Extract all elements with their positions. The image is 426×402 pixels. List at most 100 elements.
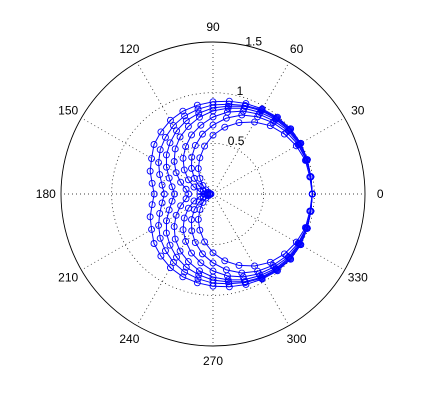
series-3-point-14 (162, 151, 170, 159)
series-4-point-19 (182, 195, 190, 203)
series-1-point-22 (150, 240, 158, 247)
series-6-point-6 (254, 113, 262, 121)
series-7-point-31 (266, 258, 274, 266)
series-4-point-13 (171, 145, 179, 153)
series-1-point-21 (148, 226, 156, 233)
series-1-point-25 (179, 273, 187, 281)
series-7-point-10 (201, 142, 209, 150)
series-7-point-34 (301, 224, 309, 232)
series-5-point-13 (179, 154, 187, 162)
series-3-point-13 (166, 139, 174, 147)
series-3-point-18 (171, 190, 178, 198)
series-2-point-14 (156, 146, 164, 154)
series-7-point-20 (204, 192, 212, 200)
series-2-point-17 (158, 181, 166, 189)
series-5-point-12 (182, 143, 190, 151)
series-4-point-25 (184, 258, 192, 266)
series-4-point-14 (170, 157, 178, 165)
series-6-point-8 (222, 114, 230, 122)
series-6-point-11 (191, 141, 199, 149)
series-2-point-25 (181, 268, 189, 276)
series-7-point-25 (196, 226, 204, 234)
series-3-point-26 (195, 271, 203, 279)
series-7-point-11 (196, 154, 204, 162)
series-line-1 (149, 100, 313, 288)
series-5-point-20 (190, 197, 198, 205)
series-7-point-3 (292, 142, 300, 150)
series-3-point-15 (163, 163, 170, 171)
series-7-point-27 (209, 249, 217, 257)
series-6-point-4 (283, 128, 291, 136)
series-6-point-23 (188, 216, 195, 224)
radial-tick-label-1.5: 1.5 (245, 34, 262, 48)
series-7-point-22 (199, 199, 207, 206)
spoke-30 (212, 117, 345, 195)
series-7-point-15 (202, 186, 210, 194)
series-1-point-26 (193, 279, 201, 287)
series-4-point-11 (184, 122, 192, 130)
series-5-point-7 (239, 107, 247, 115)
series-7-point-6 (251, 118, 259, 126)
series-4-point-28 (224, 276, 232, 284)
series-3-point-20 (165, 206, 173, 214)
series-1-point-14 (150, 141, 158, 148)
series-3-point-30 (257, 273, 265, 281)
series-6-point-12 (188, 153, 196, 161)
series-3-point-16 (165, 174, 173, 182)
series-7-point-28 (221, 257, 229, 265)
angle-tick-label-150: 150 (58, 103, 78, 117)
series-3-point-10 (195, 109, 203, 117)
series-line-3 (165, 105, 313, 283)
spoke-300 (212, 193, 290, 326)
series-7-point-12 (194, 165, 202, 173)
series-3-point-21 (163, 217, 170, 225)
series-1-point-13 (157, 128, 165, 136)
angle-tick-label-180: 180 (36, 187, 56, 201)
series-7-point-7 (235, 119, 243, 127)
series-4-point-12 (176, 133, 184, 141)
series-4-point-22 (170, 223, 178, 231)
radial-tick-label-0.5: 0.5 (228, 134, 245, 148)
series-5-point-29 (239, 273, 247, 281)
series-6-point-9 (209, 121, 217, 129)
series-7-point-4 (280, 130, 288, 138)
series-line-4 (173, 107, 313, 281)
angle-tick-label-270: 270 (203, 354, 223, 368)
series-7-point-24 (194, 215, 202, 223)
angle-tick-label-90: 90 (206, 20, 220, 34)
spoke-330 (212, 193, 345, 271)
series-5-point-11 (188, 131, 195, 139)
series-group (146, 97, 316, 291)
angle-tick-label-240: 240 (119, 332, 139, 346)
series-2-point-20 (156, 209, 164, 217)
series-1-point-10 (193, 101, 201, 109)
series-1-point-19 (148, 201, 156, 209)
series-5-point-16 (190, 183, 198, 191)
series-7-point-1 (306, 173, 314, 181)
series-6-point-13 (188, 164, 195, 172)
series-2-point-18 (160, 190, 168, 198)
series-4-point-4 (285, 126, 293, 134)
angle-tick-label-330: 330 (348, 271, 368, 285)
series-5-point-26 (197, 259, 205, 267)
series-7-point-19 (206, 191, 214, 198)
series-6-point-15 (195, 182, 203, 190)
series-1-point-23 (157, 252, 165, 260)
series-6-point-32 (283, 252, 291, 260)
angle-tick-label-30: 30 (351, 103, 365, 117)
series-5-point-10 (197, 121, 205, 129)
series-7-point-9 (209, 131, 217, 139)
tick-labels: 0 30 60 90 120 150 180 210 240 270 300 330 0.5 1 1.5 (36, 20, 384, 368)
series-7-point-36 (308, 190, 316, 198)
series-7-point-2 (301, 156, 309, 164)
series-3-point-6 (257, 107, 265, 115)
series-7-point-5 (266, 122, 274, 130)
angle-tick-label-0: 0 (377, 187, 384, 201)
series-6-point-10 (198, 130, 206, 138)
series-5-point-14 (180, 166, 188, 174)
series-2-point-12 (170, 122, 177, 130)
series-4-point-26 (195, 267, 203, 275)
radial-tick-label-1: 1 (237, 84, 244, 98)
series-4-point-21 (172, 211, 180, 219)
series-3-point-24 (173, 253, 180, 261)
